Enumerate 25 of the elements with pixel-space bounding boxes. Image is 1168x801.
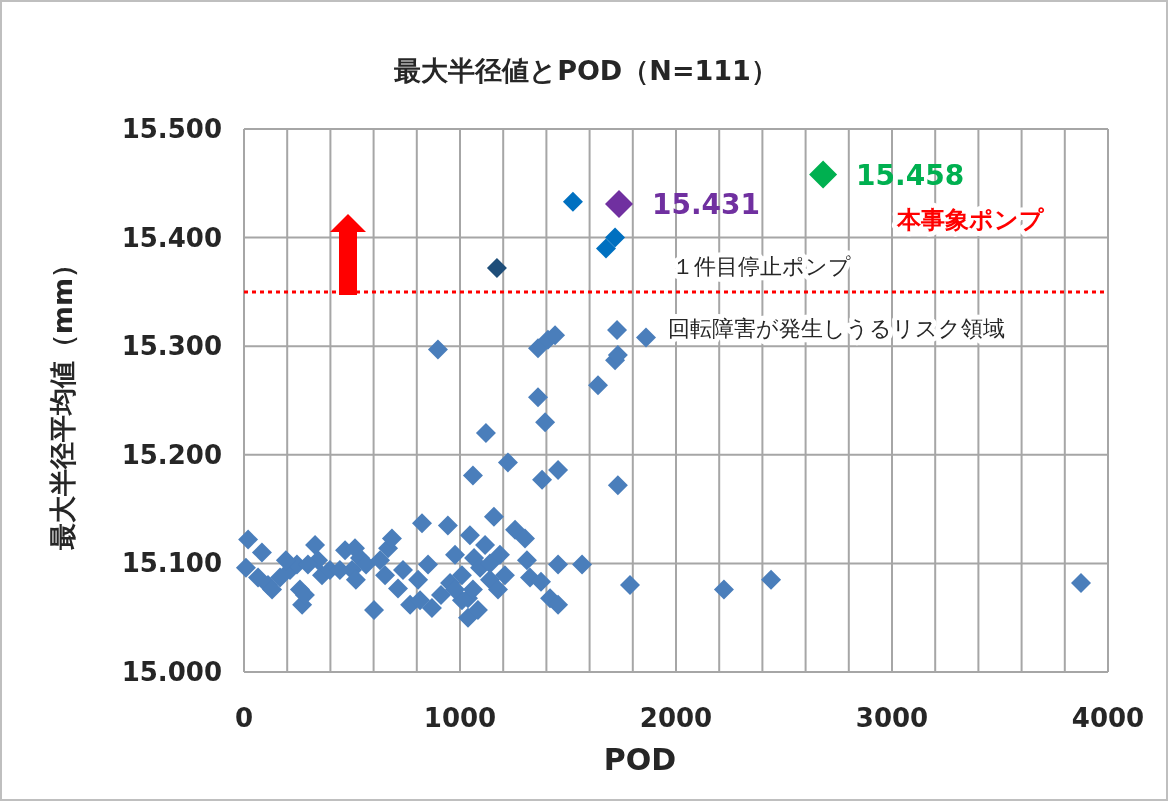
x-tick-label: 0 xyxy=(234,703,254,733)
x-tick-label: 4000 xyxy=(1071,703,1145,733)
point xyxy=(562,191,583,212)
y-tick-label: 15.200 xyxy=(121,439,222,470)
data-label: 15.431 xyxy=(651,187,761,221)
y-tick-label: 15.100 xyxy=(121,548,222,579)
y-tick-label: 15.000 xyxy=(121,657,222,687)
point xyxy=(605,227,626,248)
y-tick-label: 15.400 xyxy=(121,222,222,253)
x-tick-label: 3000 xyxy=(855,703,929,733)
chart-title: 最大半径値とPOD（N=111） xyxy=(393,55,778,86)
annotation: 回転障害が発生しうるリスク領域 xyxy=(668,316,1005,341)
x-axis-title: POD xyxy=(603,742,677,777)
y-axis-title: 最大半径平均値（mm） xyxy=(47,250,78,552)
y-tick-label: 15.500 xyxy=(121,114,222,144)
data-label: 15.458 xyxy=(856,158,965,192)
x-tick-label: 1000 xyxy=(423,703,497,733)
annotation: 本事象ポンプ xyxy=(895,206,1045,234)
point xyxy=(596,238,617,259)
x-tick-label: 2000 xyxy=(639,703,713,733)
annotation: １件目停止ポンプ xyxy=(672,254,851,279)
point xyxy=(809,160,838,189)
point xyxy=(486,258,507,279)
point xyxy=(604,189,633,218)
y-tick-label: 15.300 xyxy=(121,331,222,362)
